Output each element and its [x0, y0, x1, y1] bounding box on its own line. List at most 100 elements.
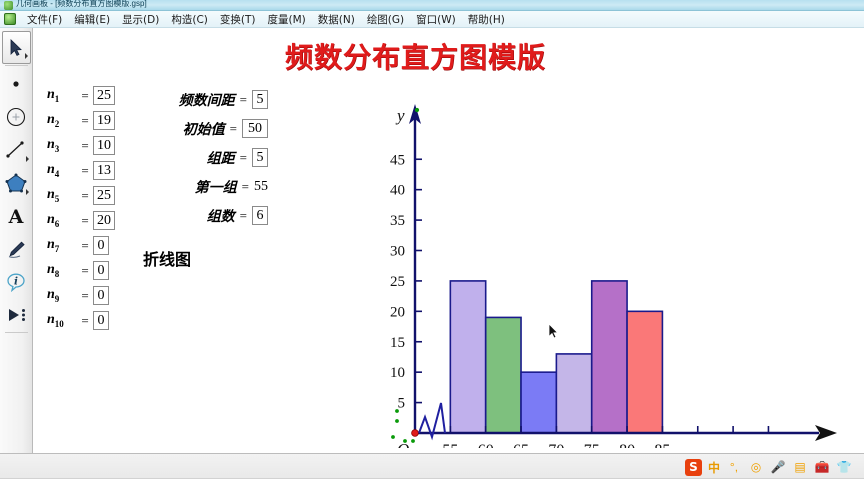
frequency-index-n1: 1 — [54, 93, 60, 104]
equals-sign: = — [229, 120, 237, 136]
control-point[interactable] — [411, 439, 415, 443]
histogram-bar[interactable] — [484, 316, 522, 434]
menu-edit[interactable]: 编辑(E) — [74, 13, 111, 26]
frequency-label-n4: n4 — [47, 162, 60, 179]
menu-help[interactable]: 帮助(H) — [467, 13, 505, 26]
sogou-ime-toolbar[interactable]: S 中 °, ◎ 🎤 ▤ 🧰 👕 — [681, 456, 856, 478]
frequency-value-n1[interactable]: 25 — [93, 86, 115, 105]
histogram-bar[interactable] — [626, 310, 664, 434]
x-axis-label: x — [832, 444, 841, 448]
histogram-bar[interactable] — [520, 371, 558, 434]
toolbox-divider — [4, 332, 28, 333]
frequency-input-list: n1 = 25 n2 = 19 n3 = 10 n4 = 13 n5 = — [47, 83, 115, 333]
sogou-logo-icon[interactable]: S — [684, 458, 702, 476]
control-point[interactable] — [414, 107, 420, 113]
origin-point[interactable] — [411, 429, 419, 437]
control-point[interactable] — [391, 435, 395, 439]
flyout-arrow-icon[interactable] — [24, 53, 28, 59]
menu-display[interactable]: 显示(D) — [122, 13, 160, 26]
flyout-arrow-icon[interactable] — [25, 189, 29, 195]
document-icon — [4, 13, 16, 25]
menu-window[interactable]: 窗口(W) — [416, 13, 456, 26]
frequency-value-n3[interactable]: 10 — [93, 136, 115, 155]
sketch-canvas[interactable]: 频数分布直方图模版 n1 = 25 n2 = 19 n3 = 10 n4 = 1 — [33, 28, 864, 453]
equals-sign: = — [81, 137, 89, 153]
origin-label: O — [397, 440, 409, 448]
arrow-select-tool[interactable] — [1, 31, 31, 64]
polyline-toggle-label[interactable]: 折线图 — [143, 250, 192, 269]
frequency-label-n8: n8 — [47, 262, 60, 279]
polygon-tool[interactable] — [2, 166, 31, 199]
point-tool[interactable] — [2, 67, 31, 100]
histogram-chart[interactable]: 5 10 15 20 25 30 35 40 45 55 60 65 70 75 80 85 y x O — [333, 88, 853, 448]
param-value[interactable]: 50 — [242, 119, 268, 138]
ime-voice-icon[interactable]: 🎤 — [770, 460, 786, 474]
window-bottom-edge — [0, 478, 864, 486]
frequency-value-n9[interactable]: 0 — [93, 286, 109, 305]
equals-sign: = — [81, 87, 89, 103]
flyout-arrow-icon[interactable] — [25, 156, 29, 162]
ime-skin-icon[interactable]: 👕 — [836, 460, 852, 474]
frequency-polyline[interactable] — [418, 402, 446, 441]
control-point[interactable] — [395, 409, 399, 413]
menu-data[interactable]: 数据(N) — [317, 13, 355, 26]
ime-language-mode[interactable]: 中 — [707, 460, 720, 475]
menu-file[interactable]: 文件(F) — [27, 13, 63, 26]
equals-sign: = — [81, 112, 89, 128]
frequency-value-n5[interactable]: 25 — [93, 186, 115, 205]
compass-circle-tool[interactable] — [2, 100, 31, 133]
window-title: 几何画板 - [频数分布直方图模版.gsp] — [16, 0, 147, 8]
frequency-row-n2: n2 = 19 — [47, 108, 115, 133]
histogram-bar[interactable] — [555, 353, 593, 434]
straightedge-tool[interactable] — [2, 133, 31, 166]
text-tool[interactable]: A — [2, 199, 31, 232]
frequency-value-n10[interactable]: 0 — [93, 311, 109, 330]
toolbox: A i — [0, 28, 33, 453]
app-icon — [4, 0, 13, 10]
ime-punct-icon[interactable]: °, — [729, 460, 739, 474]
y-tick-label: 45 — [390, 152, 405, 168]
frequency-value-n4[interactable]: 13 — [93, 161, 115, 180]
frequency-value-n7[interactable]: 0 — [93, 236, 109, 255]
x-tick-label: 65 — [513, 442, 529, 448]
equals-sign: = — [81, 212, 89, 228]
ime-keyboard-icon[interactable]: ▤ — [794, 460, 806, 474]
equals-sign: = — [239, 149, 247, 165]
frequency-row-n8: n8 = 0 — [47, 258, 115, 283]
param-value[interactable]: 6 — [252, 206, 268, 225]
param-first-group: 第一组 = 55 — [138, 172, 268, 201]
menu-construct[interactable]: 构造(C) — [171, 13, 208, 26]
control-point[interactable] — [403, 439, 407, 443]
param-value[interactable]: 5 — [252, 90, 268, 109]
information-tool[interactable]: i — [2, 265, 31, 298]
histogram-bar[interactable] — [590, 280, 628, 434]
param-label: 频数间距 — [178, 92, 235, 109]
marker-tool[interactable] — [2, 232, 31, 265]
circle-icon — [6, 107, 26, 126]
equals-sign: = — [81, 287, 89, 303]
text-a-icon: A — [8, 206, 24, 226]
menu-graph[interactable]: 绘图(G) — [366, 13, 405, 26]
param-value: 55 — [254, 178, 268, 194]
ime-circle-icon[interactable]: ◎ — [750, 460, 762, 474]
custom-tools[interactable] — [2, 298, 31, 331]
param-label: 组距 — [206, 150, 235, 167]
frequency-index-n2: 2 — [54, 118, 60, 129]
menu-bar: 文件(F) 编辑(E) 显示(D) 构造(C) 变换(T) 度量(M) 数据(N… — [0, 11, 864, 28]
frequency-value-n6[interactable]: 20 — [93, 211, 115, 230]
menu-measure[interactable]: 度量(M) — [267, 13, 306, 26]
y-tick-label: 5 — [398, 396, 406, 412]
param-value[interactable]: 5 — [252, 148, 268, 167]
frequency-value-n2[interactable]: 19 — [93, 111, 115, 130]
frequency-label-n9: n9 — [47, 287, 60, 304]
histogram-bar[interactable] — [449, 280, 487, 434]
ime-toolbox-icon[interactable]: 🧰 — [814, 460, 830, 474]
menu-transform[interactable]: 变换(T) — [219, 13, 256, 26]
svg-text:A: A — [8, 206, 24, 226]
y-tick-label: 30 — [390, 244, 405, 260]
frequency-index-n8: 8 — [54, 268, 60, 279]
frequency-value-n8[interactable]: 0 — [93, 261, 109, 280]
polygon-icon — [5, 173, 27, 192]
arrow-icon — [10, 38, 22, 56]
control-point[interactable] — [395, 419, 399, 423]
